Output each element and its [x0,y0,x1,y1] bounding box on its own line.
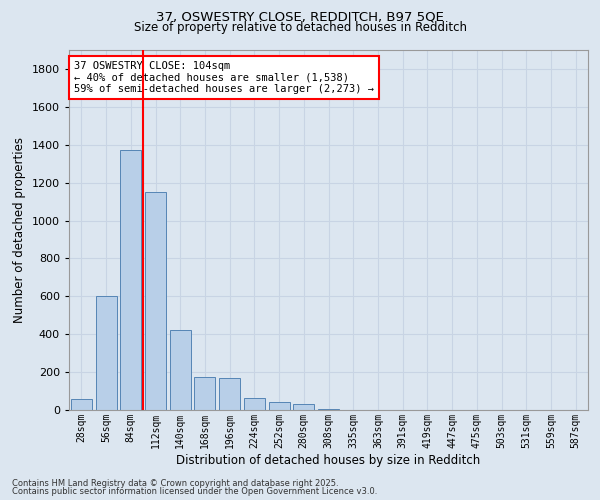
Text: Size of property relative to detached houses in Redditch: Size of property relative to detached ho… [133,22,467,35]
X-axis label: Distribution of detached houses by size in Redditch: Distribution of detached houses by size … [176,454,481,466]
Bar [194,377,215,410]
Text: Contains public sector information licensed under the Open Government Licence v3: Contains public sector information licen… [12,487,377,496]
Bar [170,330,191,410]
Bar [95,296,116,410]
Text: 37 OSWESTRY CLOSE: 104sqm
← 40% of detached houses are smaller (1,538)
59% of se: 37 OSWESTRY CLOSE: 104sqm ← 40% of detac… [74,61,374,94]
Bar [269,402,290,410]
Y-axis label: Number of detached properties: Number of detached properties [13,137,26,323]
Bar [71,398,92,410]
Text: 37, OSWESTRY CLOSE, REDDITCH, B97 5QE: 37, OSWESTRY CLOSE, REDDITCH, B97 5QE [156,11,444,24]
Bar [120,150,141,410]
Bar [244,398,265,410]
Bar [145,192,166,410]
Bar [318,409,339,410]
Bar [219,378,240,410]
Bar [293,404,314,410]
Text: Contains HM Land Registry data © Crown copyright and database right 2025.: Contains HM Land Registry data © Crown c… [12,478,338,488]
